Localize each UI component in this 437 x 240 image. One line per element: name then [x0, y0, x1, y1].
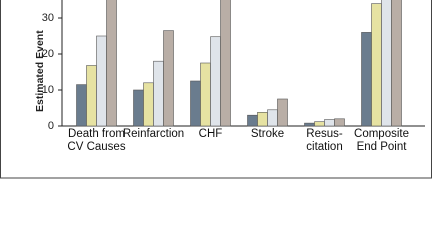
- bar: [190, 80, 201, 127]
- bar: [76, 84, 87, 127]
- y-tick-label: 0: [48, 120, 54, 132]
- bar: [277, 98, 288, 127]
- y-axis-label: Estimated Event: [34, 30, 46, 112]
- bar: [210, 36, 221, 127]
- chart: Estimated Event 0 10 20 30 Death from CV Ca…: [0, 0, 432, 179]
- y-tick-label: 30: [42, 12, 54, 24]
- bar: [324, 119, 335, 127]
- y-tick-label: 10: [42, 84, 54, 96]
- bar: [247, 114, 258, 127]
- bar: [361, 32, 372, 127]
- bar: [86, 65, 97, 127]
- bar: [304, 122, 315, 127]
- bar: [153, 60, 164, 127]
- x-tick-label: Reinfarction: [122, 128, 185, 140]
- bar: [163, 30, 174, 127]
- bar: [96, 35, 107, 127]
- x-tick-label: Death from CV Causes: [67, 128, 126, 153]
- bar: [106, 0, 117, 127]
- frame: [0, 0, 432, 179]
- x-tick-label: Resus- citation: [306, 128, 343, 153]
- bar: [257, 112, 268, 127]
- bar: [200, 62, 211, 127]
- x-tick-label: Stroke: [250, 128, 285, 140]
- bar: [133, 89, 144, 127]
- bar: [334, 118, 345, 127]
- y-tick-label: 20: [42, 48, 54, 60]
- bar: [371, 3, 382, 127]
- x-tick-label: Composite End Point: [354, 128, 409, 153]
- bar: [267, 109, 278, 127]
- bar: [381, 0, 392, 127]
- bar: [314, 121, 325, 127]
- x-tick-label: CHF: [198, 128, 223, 140]
- bar: [220, 0, 231, 127]
- bar: [143, 82, 154, 127]
- chart-svg: Estimated Event 0 10 20 30: [0, 0, 432, 179]
- bar: [391, 0, 402, 127]
